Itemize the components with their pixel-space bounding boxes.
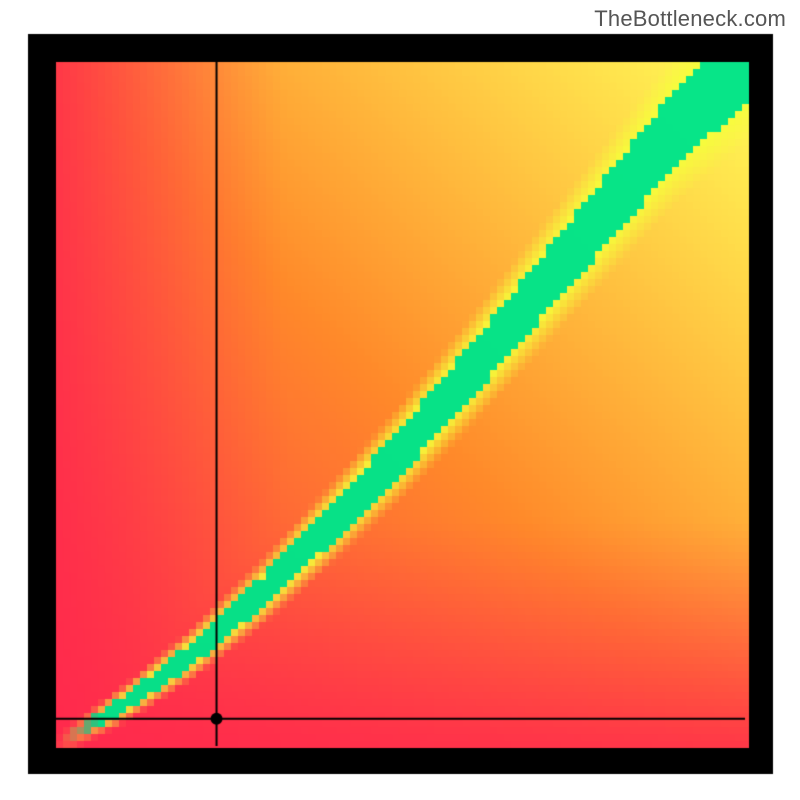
chart-container: TheBottleneck.com bbox=[0, 0, 800, 800]
bottleneck-heatmap-canvas bbox=[0, 0, 800, 800]
watermark-text: TheBottleneck.com bbox=[594, 6, 786, 32]
